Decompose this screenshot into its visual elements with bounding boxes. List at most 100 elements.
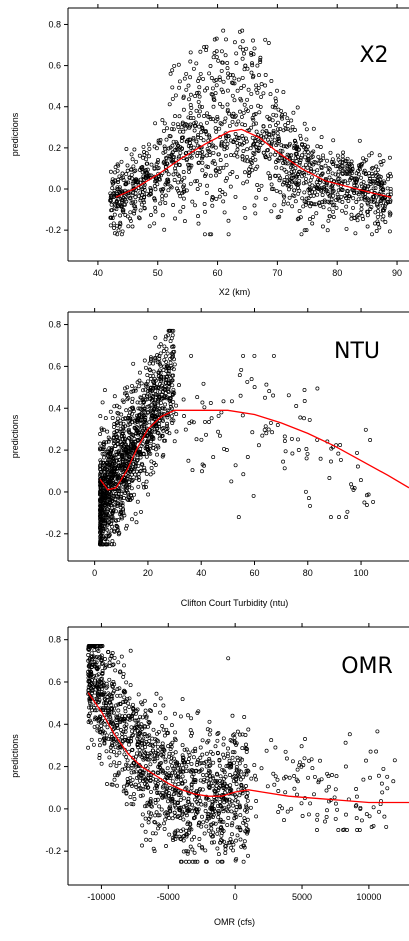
data-point [207, 115, 212, 119]
data-point [109, 477, 114, 482]
data-point [284, 169, 289, 174]
data-point [340, 154, 345, 159]
data-point [218, 158, 223, 162]
data-point [98, 529, 103, 534]
data-point [212, 795, 217, 800]
data-point [87, 711, 92, 716]
data-point [296, 172, 300, 176]
data-point [298, 133, 303, 138]
data-point [141, 481, 146, 486]
data-point [277, 178, 282, 183]
data-point [153, 403, 158, 408]
data-point [268, 420, 273, 425]
data-point [94, 673, 99, 678]
data-point [116, 177, 121, 182]
data-point [156, 386, 161, 391]
data-point [375, 181, 380, 186]
data-point [164, 727, 169, 732]
x-tick-label: 80 [303, 568, 313, 578]
data-point [156, 431, 161, 435]
data-point [280, 116, 285, 121]
data-point [117, 686, 122, 691]
data-point [153, 389, 158, 393]
data-point [135, 180, 140, 185]
data-point [211, 760, 216, 765]
data-point [126, 493, 131, 498]
data-point [132, 770, 137, 775]
data-point [306, 150, 310, 155]
data-point [265, 148, 270, 153]
data-point [140, 702, 145, 707]
data-point [157, 377, 162, 381]
data-point [135, 457, 140, 462]
data-point [116, 180, 121, 184]
data-point [103, 697, 108, 702]
data-point [189, 761, 194, 766]
data-point [130, 747, 135, 752]
data-point [126, 395, 131, 400]
data-point [305, 451, 310, 456]
y-tick-label: 0.0 [48, 487, 61, 497]
data-point [148, 388, 153, 392]
data-point [283, 143, 288, 148]
data-point [130, 777, 135, 782]
data-point [201, 773, 206, 777]
data-point [205, 727, 210, 732]
data-point [173, 93, 178, 98]
data-point [364, 493, 369, 498]
data-point [97, 730, 102, 735]
data-point [238, 393, 243, 398]
data-point [149, 430, 154, 435]
data-point [300, 814, 305, 818]
data-point [177, 154, 182, 159]
data-point [147, 154, 152, 159]
data-point [204, 164, 209, 169]
x-tick-label: -10000 [87, 892, 115, 902]
data-point [134, 784, 139, 789]
data-point [102, 447, 107, 452]
data-point [269, 79, 274, 83]
data-point [172, 834, 177, 839]
data-point [161, 150, 166, 155]
data-point [114, 207, 119, 212]
data-point [171, 328, 176, 333]
data-point [359, 203, 364, 208]
data-point [367, 153, 372, 158]
data-point [149, 804, 154, 809]
data-point [136, 692, 141, 697]
data-point [122, 464, 127, 469]
data-point [261, 91, 266, 96]
data-point [180, 697, 185, 702]
data-point [232, 115, 237, 120]
data-point [120, 442, 124, 447]
data-point [267, 117, 272, 122]
data-point [208, 832, 213, 837]
data-point [177, 190, 182, 195]
data-point [87, 683, 92, 688]
data-point [374, 749, 379, 754]
data-point [101, 460, 106, 465]
data-point [153, 413, 158, 418]
data-point [103, 416, 108, 421]
data-point [187, 421, 192, 426]
data-point [200, 469, 204, 474]
data-point [284, 175, 289, 180]
data-point [120, 454, 125, 459]
data-point [344, 204, 349, 209]
data-point [169, 351, 174, 356]
data-point [343, 210, 348, 215]
data-point [196, 99, 201, 104]
data-point [133, 782, 138, 787]
data-point [283, 123, 288, 128]
data-point [375, 201, 380, 206]
data-point [174, 429, 179, 434]
data-point [284, 756, 289, 761]
data-point [151, 727, 156, 732]
data-point [268, 176, 272, 181]
data-point [171, 766, 176, 771]
data-point [123, 182, 128, 187]
data-point [142, 200, 147, 205]
data-point [204, 191, 209, 196]
data-point [120, 416, 125, 421]
data-point [111, 455, 116, 460]
